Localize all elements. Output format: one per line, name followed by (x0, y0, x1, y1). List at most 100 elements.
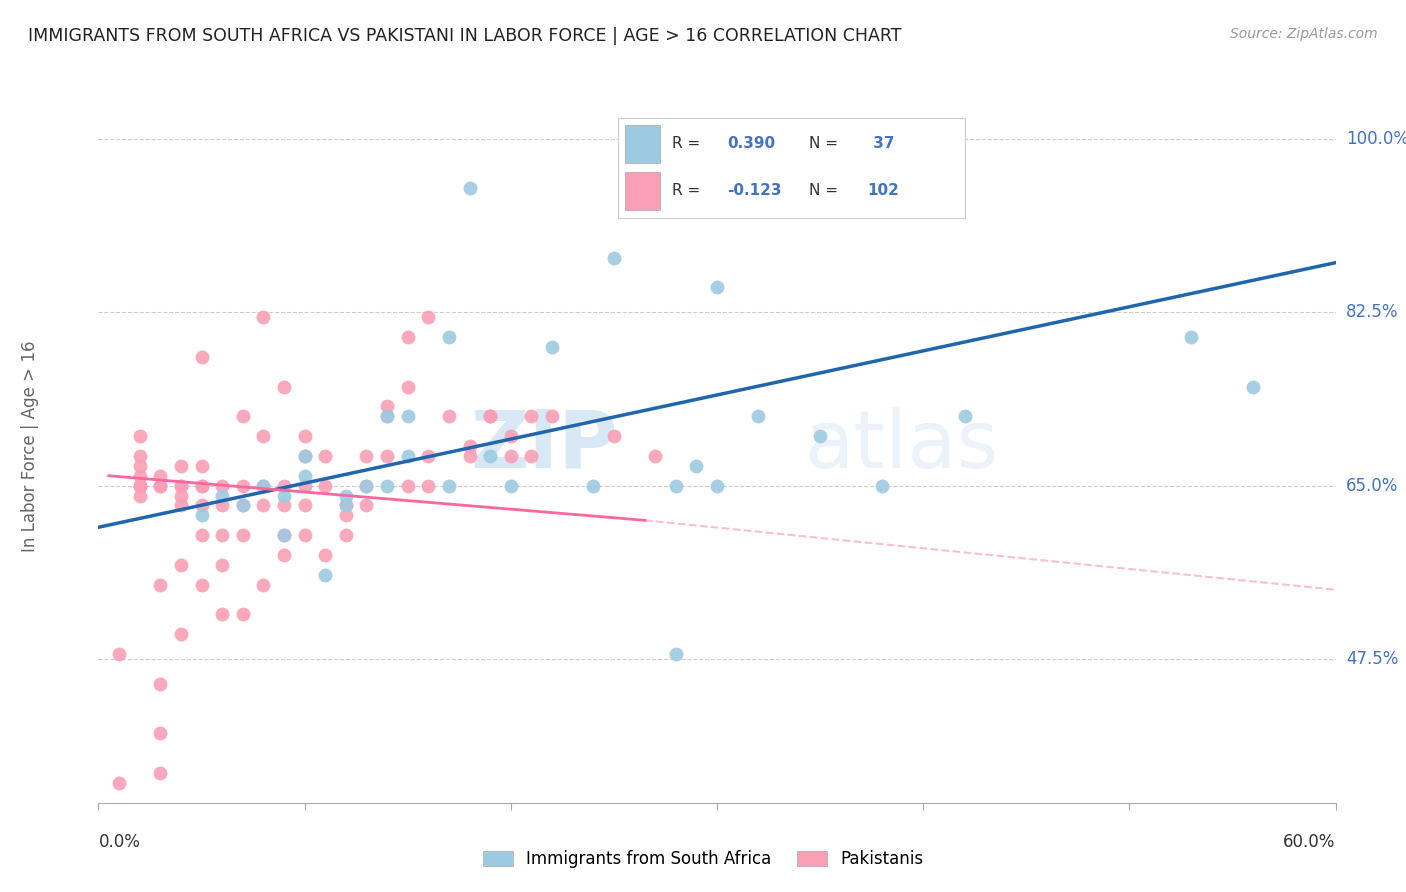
Point (128, 468, 150, 483)
Point (706, 280, 728, 294)
Point (252, 478, 274, 492)
Point (335, 499, 357, 513)
Point (706, 478, 728, 492)
Point (273, 489, 295, 503)
Text: 0.390: 0.390 (727, 136, 775, 152)
Point (314, 449, 336, 463)
Text: N =: N = (808, 136, 842, 152)
Point (418, 310, 440, 325)
Point (273, 478, 295, 492)
Point (541, 340, 564, 354)
Text: 37: 37 (868, 136, 894, 152)
Text: 82.5%: 82.5% (1346, 303, 1399, 321)
Point (211, 478, 233, 492)
Text: R =: R = (672, 136, 704, 152)
Point (685, 458, 707, 473)
Point (128, 458, 150, 473)
Point (356, 449, 378, 463)
Point (603, 251, 626, 265)
Text: In Labor Force | Age > 16: In Labor Force | Age > 16 (21, 340, 39, 552)
Point (211, 607, 233, 622)
Point (190, 528, 212, 542)
Text: atlas: atlas (804, 407, 998, 485)
Text: N =: N = (808, 183, 842, 198)
Point (128, 429, 150, 443)
Point (356, 499, 378, 513)
Point (108, 776, 131, 790)
Point (665, 647, 688, 661)
Point (356, 478, 378, 492)
Point (479, 409, 502, 424)
Point (458, 449, 481, 463)
Point (190, 478, 212, 492)
Point (375, 449, 398, 463)
Point (375, 478, 398, 492)
Point (603, 429, 626, 443)
Text: -0.123: -0.123 (727, 183, 782, 198)
Point (499, 478, 522, 492)
Point (808, 429, 831, 443)
Point (149, 578, 172, 592)
Point (252, 478, 274, 492)
Point (190, 458, 212, 473)
Point (128, 478, 150, 492)
Point (294, 478, 316, 492)
Point (232, 499, 254, 513)
Point (273, 528, 295, 542)
Point (252, 499, 274, 513)
Text: 100.0%: 100.0% (1346, 129, 1406, 148)
Text: 60.0%: 60.0% (1284, 832, 1336, 851)
Point (170, 458, 193, 473)
Point (375, 409, 398, 424)
Point (149, 468, 172, 483)
Point (665, 478, 688, 492)
Point (479, 409, 502, 424)
Point (149, 766, 172, 780)
Point (314, 567, 336, 582)
Point (211, 528, 233, 542)
Point (396, 409, 419, 424)
Point (190, 508, 212, 523)
Text: 47.5%: 47.5% (1346, 650, 1399, 668)
Point (190, 350, 212, 364)
Point (294, 499, 316, 513)
Point (294, 429, 316, 443)
Point (294, 528, 316, 542)
Point (273, 528, 295, 542)
Point (314, 478, 336, 492)
Point (149, 478, 172, 492)
Point (458, 181, 481, 195)
Point (170, 478, 193, 492)
Point (499, 429, 522, 443)
Point (335, 489, 357, 503)
Bar (626, 171, 659, 210)
Bar (626, 125, 659, 162)
Text: 0.0%: 0.0% (98, 832, 141, 851)
Point (499, 449, 522, 463)
Point (170, 558, 193, 572)
Point (396, 330, 419, 344)
Point (252, 429, 274, 443)
Point (190, 478, 212, 492)
Point (128, 478, 150, 492)
Point (747, 409, 769, 424)
Point (190, 499, 212, 513)
Point (479, 449, 502, 463)
Point (870, 478, 893, 492)
Point (582, 478, 605, 492)
Point (170, 478, 193, 492)
Text: R =: R = (672, 183, 704, 198)
Point (211, 499, 233, 513)
Point (170, 499, 193, 513)
Point (232, 409, 254, 424)
Point (356, 478, 378, 492)
Point (418, 478, 440, 492)
Point (644, 449, 666, 463)
Point (396, 478, 419, 492)
Point (149, 478, 172, 492)
Point (335, 528, 357, 542)
Point (128, 449, 150, 463)
Point (396, 379, 419, 393)
Point (520, 409, 543, 424)
Point (1180, 330, 1202, 344)
